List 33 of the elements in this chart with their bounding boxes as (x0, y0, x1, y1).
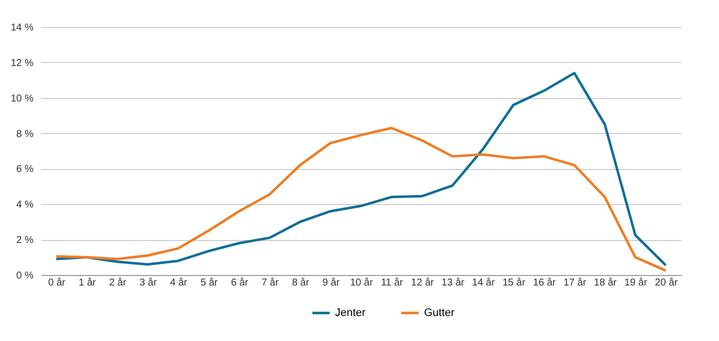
x-tick-label: 13 år (442, 276, 465, 288)
y-tick-label: 4 % (16, 200, 34, 211)
x-tick-label: 1 år (78, 276, 96, 288)
x-tick-label: 3 år (140, 276, 158, 288)
y-tick-label: 0 % (16, 270, 34, 282)
x-tick-label: 12 år (411, 276, 435, 288)
x-tick-label: 15 år (502, 276, 526, 288)
x-tick-label: 7 år (261, 276, 280, 288)
x-tick-label: 19 år (624, 276, 648, 288)
y-tick-label: 8 % (16, 128, 34, 140)
x-tick-label: 16 år (532, 276, 556, 288)
x-tick-label: 18 år (594, 276, 618, 288)
x-tick-label: 5 år (200, 276, 218, 288)
x-tick-label: 0 år (48, 276, 66, 288)
y-tick-label: 14 % (10, 22, 34, 34)
line-series (54, 72, 668, 267)
y-tick-label: 2 % (16, 235, 34, 246)
x-tick-label: 17 år (563, 276, 587, 288)
x-tick-label: 14 år (472, 276, 496, 288)
x-tick-label: 2 år (109, 276, 127, 288)
x-tick-label: 8 år (292, 276, 310, 288)
x-tick-label: 11 år (380, 276, 404, 288)
line-series (54, 126, 668, 272)
legend-label: Gutter (424, 307, 455, 319)
x-tick-label: 10 år (350, 276, 374, 288)
y-tick-label: 10 % (10, 93, 34, 104)
x-tick-label: 4 år (170, 276, 188, 288)
x-tick-label: 9 år (322, 276, 340, 288)
x-tick-label: 20 år (654, 276, 678, 288)
legend-label: Jenter (335, 307, 366, 319)
x-tick-label: 6 år (230, 276, 249, 288)
y-tick-label: 12 % (10, 58, 34, 69)
y-tick-label: 6 % (16, 164, 34, 176)
